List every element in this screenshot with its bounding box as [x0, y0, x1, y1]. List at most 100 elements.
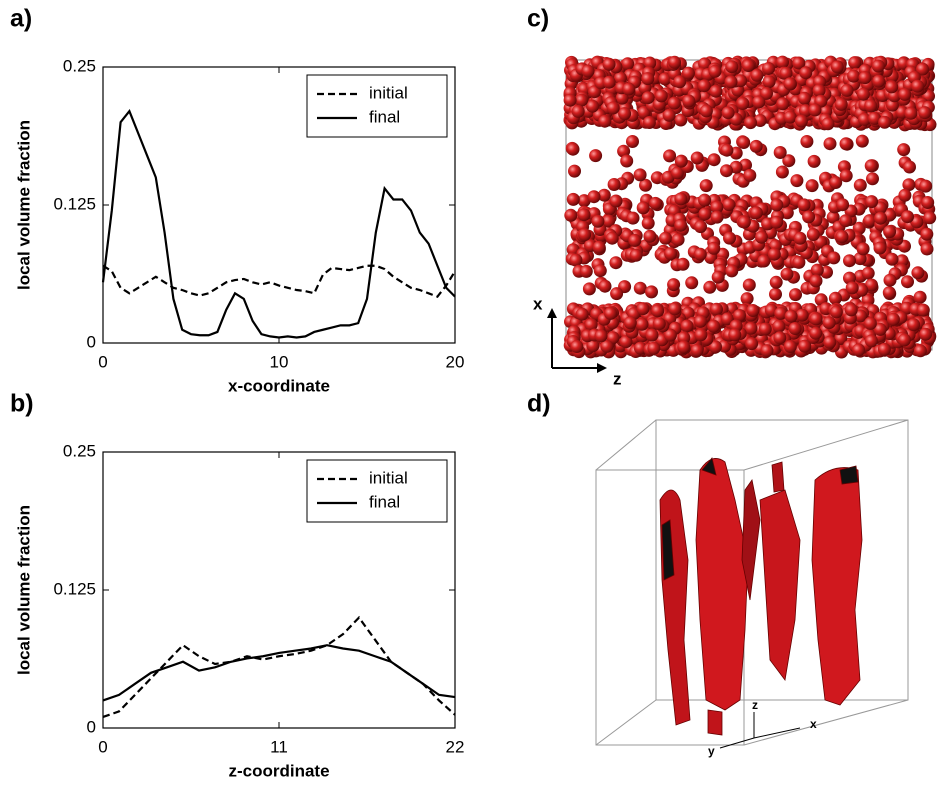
particle	[663, 149, 677, 163]
data-line	[102, 615, 456, 718]
particle	[780, 267, 794, 281]
particle	[767, 247, 781, 261]
particle	[780, 206, 794, 220]
particle	[863, 316, 877, 330]
particle	[643, 229, 657, 243]
particle	[797, 91, 811, 105]
particle	[821, 117, 835, 131]
particle	[626, 211, 640, 225]
particle	[699, 104, 713, 118]
particle	[607, 178, 621, 191]
x-tick-label: 0	[98, 737, 107, 756]
particles	[563, 55, 937, 359]
particle	[799, 66, 813, 80]
particle	[725, 264, 739, 278]
particle	[808, 103, 822, 117]
particle	[826, 210, 840, 224]
particle	[847, 69, 861, 83]
panel-label: d)	[527, 390, 551, 418]
particle	[699, 179, 713, 193]
particle	[575, 307, 589, 321]
particle	[698, 57, 712, 71]
particle	[872, 74, 886, 88]
particle	[571, 104, 585, 118]
particle	[639, 178, 652, 192]
particle	[578, 228, 592, 242]
particle	[710, 210, 724, 224]
particle	[733, 309, 746, 322]
particle	[633, 168, 647, 182]
axis-name: x	[810, 717, 817, 731]
x-axis-label: x-coordinate	[228, 376, 330, 395]
particle	[921, 196, 935, 209]
particle	[676, 257, 690, 271]
panel-label: a)	[10, 5, 32, 33]
particle	[783, 340, 797, 353]
particle	[742, 278, 756, 292]
x-axis-label: z-coordinate	[228, 761, 329, 780]
particle	[667, 96, 681, 110]
particle	[584, 318, 598, 332]
particle	[673, 75, 687, 89]
particle	[770, 215, 784, 229]
particle	[641, 72, 655, 86]
particle	[773, 146, 787, 159]
particle	[636, 302, 650, 316]
axis-name: z	[613, 369, 622, 388]
particle	[617, 144, 631, 158]
particle	[755, 230, 768, 244]
particle	[858, 112, 871, 126]
particle	[911, 266, 925, 280]
panel-label: b)	[10, 390, 34, 418]
particle	[703, 280, 717, 294]
particle	[635, 317, 649, 331]
particle	[671, 233, 685, 247]
particle	[677, 340, 691, 354]
particle	[620, 154, 634, 168]
particle	[740, 292, 754, 306]
particle	[641, 216, 655, 230]
particle	[865, 195, 879, 209]
particle	[707, 153, 721, 167]
y-axis-label: local volume fraction	[14, 120, 33, 290]
particle	[861, 266, 875, 280]
legend-label: final	[369, 107, 400, 126]
axis-name: z	[752, 698, 758, 712]
particle	[609, 256, 623, 270]
y-tick-label: 0.125	[53, 194, 96, 213]
particle	[865, 278, 878, 292]
particle	[593, 264, 607, 278]
particle	[597, 188, 611, 202]
particle	[642, 116, 656, 129]
particle	[628, 233, 642, 247]
particle	[902, 178, 916, 192]
particle	[913, 344, 927, 358]
particle	[563, 93, 577, 107]
particle	[589, 149, 603, 163]
particle	[592, 240, 606, 254]
particle	[760, 86, 773, 100]
particle	[569, 253, 583, 267]
particle	[800, 135, 814, 148]
particle	[793, 231, 807, 245]
y-tick-label: 0.125	[53, 579, 96, 598]
particle	[720, 164, 733, 178]
particle	[835, 230, 849, 244]
particle	[810, 263, 824, 277]
particle	[864, 99, 878, 113]
particle	[779, 66, 793, 80]
particle	[799, 104, 812, 118]
particle	[918, 106, 932, 120]
particle	[853, 178, 867, 192]
axis-arrow	[753, 727, 801, 739]
particle	[622, 82, 636, 96]
particle	[806, 228, 820, 241]
particle	[904, 106, 918, 120]
particle	[674, 192, 688, 206]
particle	[827, 251, 841, 265]
particle	[750, 68, 764, 82]
particle	[626, 135, 639, 148]
particle	[882, 286, 896, 300]
particle	[570, 340, 584, 353]
